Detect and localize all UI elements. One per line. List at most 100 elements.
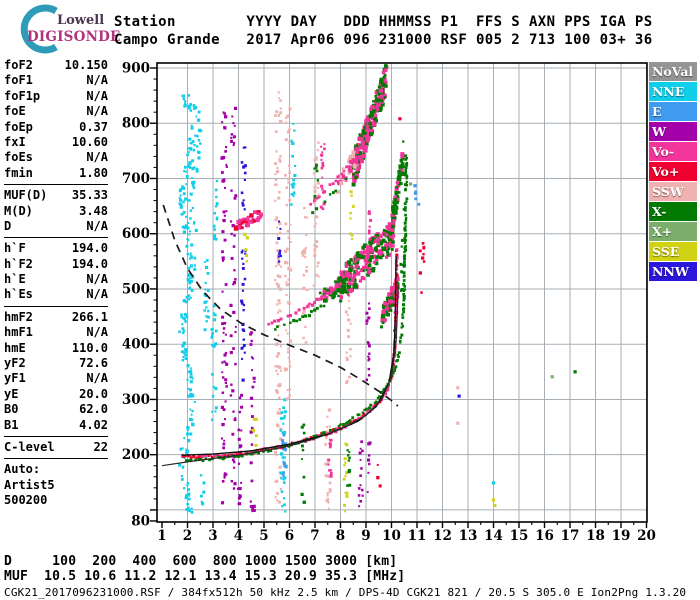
muf-transmission-curve (162, 204, 399, 407)
legend-item-noval: NoVal (649, 62, 697, 81)
param-value: 110.0 (71, 340, 108, 355)
param-value: 0.37 (79, 119, 108, 134)
param-label: h`Es (4, 287, 33, 302)
param-row-he: h`E N/A (4, 272, 108, 287)
legend-item-w: W (649, 122, 697, 141)
param-row-hmf2: hmF2 266.1 (4, 310, 108, 325)
y-tick-label: 600 (122, 226, 150, 242)
param-row-artist5: Artist5 (4, 478, 108, 493)
legend-item-nne: NNE (649, 82, 697, 101)
plot-axes (150, 62, 648, 528)
param-value: 194.0 (71, 241, 108, 256)
param-row-foes: foEs N/A (4, 150, 108, 165)
param-row-md: M(D) 3.48 (4, 204, 108, 219)
param-value: N/A (86, 88, 108, 103)
param-row-mufd: MUF(D) 35.33 (4, 188, 108, 203)
param-label: 500200 (4, 493, 48, 508)
param-label: B0 (4, 402, 19, 417)
x-tick-label: 17 (561, 528, 580, 544)
param-label: foEp (4, 119, 33, 134)
param-row-fxi: fxI 10.60 (4, 135, 108, 150)
profile-curve (161, 286, 399, 467)
param-row-500200: 500200 (4, 493, 108, 508)
param-label: fxI (4, 134, 26, 149)
param-value: 1.80 (79, 165, 108, 180)
legend-item-x: X- (649, 202, 697, 221)
param-label: fmin (4, 165, 33, 180)
param-label: hmF2 (4, 309, 33, 324)
param-value: N/A (86, 104, 108, 119)
param-row-yf1: yF1 N/A (4, 371, 108, 386)
param-label: foF1p (4, 88, 41, 103)
param-value: 20.0 (79, 386, 108, 401)
param-value: 62.0 (79, 402, 108, 417)
param-label: foEs (4, 150, 33, 165)
param-row-d: D N/A (4, 219, 108, 234)
header-line-values: Campo Grande 2017 Apr06 096 231000 RSF 0… (114, 32, 653, 48)
param-label: h`F (4, 241, 26, 256)
x-tick-label: 16 (535, 528, 554, 544)
y-tick-label: 700 (122, 171, 150, 187)
panel-divider (4, 184, 108, 186)
parameter-panel: foF2 10.150 foF1 N/A foF1p N/A foE N/A foEp 0.37 f… (4, 58, 108, 509)
param-value: N/A (86, 287, 108, 302)
param-row-ye: yE 20.0 (4, 387, 108, 402)
param-label: foF2 (4, 58, 33, 72)
x-tick-label: 3 (208, 528, 217, 544)
distance-muf-table: D 100 200 400 600 800 1000 1500 3000 [km… (4, 554, 405, 584)
x-tick-label: 10 (382, 528, 401, 544)
param-label: foE (4, 104, 26, 119)
param-value: N/A (86, 150, 108, 165)
x-tick-label: 7 (310, 528, 319, 544)
param-value: 72.6 (79, 356, 108, 371)
param-label: yF1 (4, 371, 26, 386)
param-label: Artist5 (4, 477, 55, 492)
y-tick-label: 200 (122, 447, 150, 463)
y-tick-label: 900 (122, 61, 150, 77)
logo-brand-bottom: DIGISONDE (27, 29, 121, 45)
param-row-fof1: foF1 N/A (4, 73, 108, 88)
param-label: hmE (4, 340, 26, 355)
param-row-yf2: yF2 72.6 (4, 356, 108, 371)
legend-item-nnw: NNW (649, 262, 697, 281)
param-row-hes: h`Es N/A (4, 287, 108, 302)
x-tick-label: 1 (157, 528, 166, 544)
grid-lines (157, 63, 647, 522)
param-value: 4.02 (79, 417, 108, 432)
param-row-b1: B1 4.02 (4, 418, 108, 433)
panel-divider (4, 305, 108, 307)
y-tick-label: 500 (122, 281, 150, 297)
logo-crescent-icon (20, 4, 58, 54)
x-tick-label: 14 (484, 528, 503, 544)
param-row-hf: h`F 194.0 (4, 241, 108, 256)
y-tick-label: 300 (122, 392, 150, 408)
param-label: yE (4, 386, 19, 401)
panel-divider (4, 237, 108, 239)
echo-color-legend: NoVal NNE E W Vo- Vo+ SSW X- X+ SSE NNW (649, 62, 697, 282)
param-label: D (4, 218, 12, 233)
param-label: yF2 (4, 356, 26, 371)
header-line-columns: Station YYYY DAY DDD HHMMSS P1 FFS S AXN… (114, 14, 653, 30)
param-label: h`F2 (4, 256, 33, 271)
param-value: 194.0 (71, 256, 108, 271)
x-tick-label: 12 (433, 528, 452, 544)
lowell-digisonde-logo: Lowell DIGISONDE (4, 2, 120, 56)
param-row-b0: B0 62.0 (4, 402, 108, 417)
param-label: Auto: (4, 462, 41, 477)
param-row-fof1p: foF1p N/A (4, 89, 108, 104)
param-value: N/A (86, 272, 108, 287)
param-value: 35.33 (71, 188, 108, 203)
legend-item-vo: Vo+ (649, 162, 697, 181)
param-row-hf2: h`F2 194.0 (4, 257, 108, 272)
param-value: 10.60 (71, 134, 108, 149)
param-value: 22 (93, 439, 108, 454)
param-row-clevel: C-level 22 (4, 440, 108, 455)
x-tick-label: 15 (510, 528, 529, 544)
param-label: M(D) (4, 203, 33, 218)
x-tick-label: 9 (361, 528, 370, 544)
x-tick-label: 8 (336, 528, 345, 544)
distance-row: D 100 200 400 600 800 1000 1500 3000 [km… (4, 554, 398, 569)
